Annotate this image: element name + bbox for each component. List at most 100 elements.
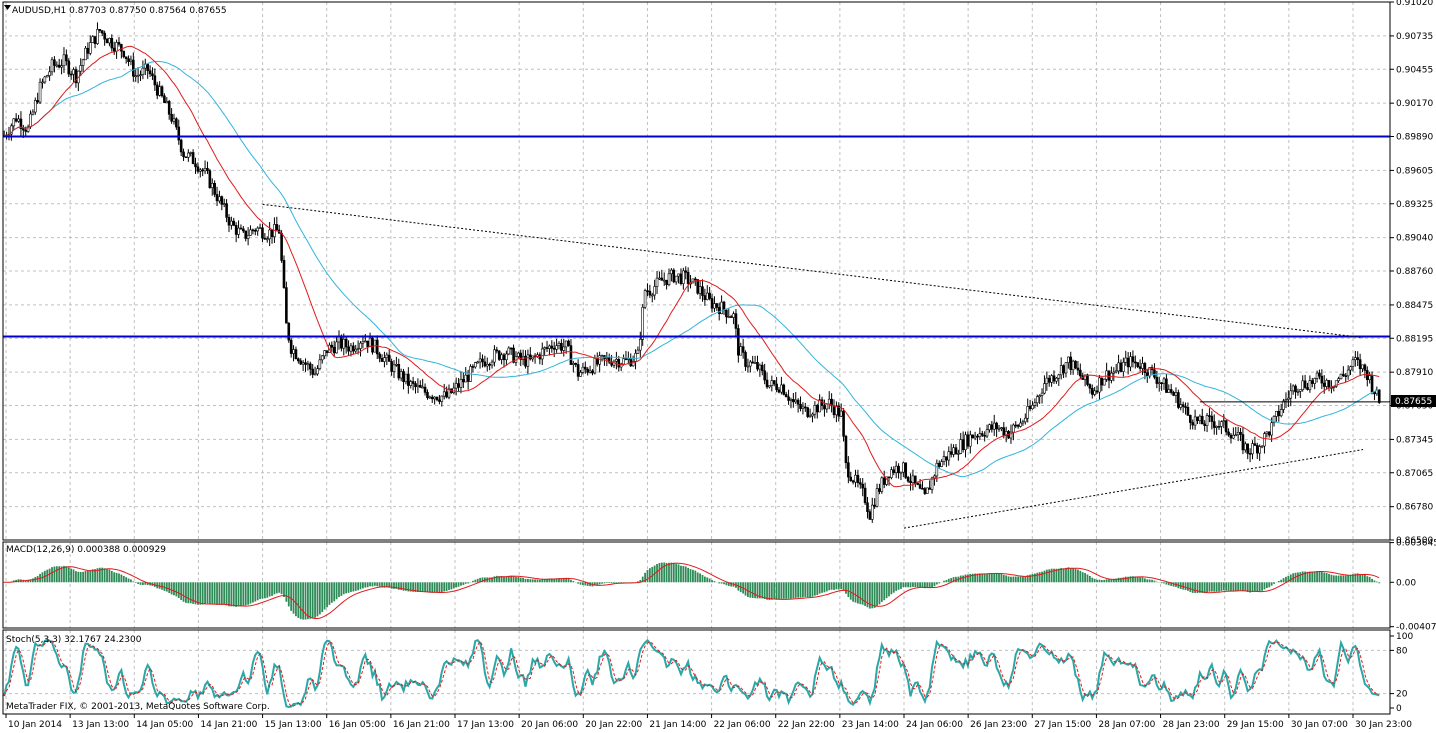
candle-body — [969, 434, 972, 447]
macd-bar — [201, 582, 204, 605]
macd-bar — [63, 565, 65, 583]
macd-bar — [1215, 582, 1218, 592]
candle-body — [170, 113, 173, 122]
candle-body — [88, 42, 92, 54]
macd-bar — [730, 582, 733, 587]
candle-body — [909, 480, 912, 484]
candle-body — [694, 278, 697, 281]
candle-body — [961, 439, 965, 451]
stoch-main-line — [3, 638, 1380, 709]
macd-bar — [986, 573, 988, 583]
candle-body — [1308, 380, 1312, 390]
time-tick-label: 26 Jan 23:00 — [970, 720, 1027, 730]
candle-body — [1031, 404, 1034, 410]
macd-bar — [1002, 574, 1005, 583]
macd-bar — [952, 577, 955, 583]
candle-body — [320, 355, 324, 361]
candle-body — [1222, 420, 1226, 423]
macd-bar — [1196, 582, 1199, 594]
candle-body — [347, 346, 350, 352]
macd-bar — [967, 574, 969, 583]
macd-bar — [1191, 582, 1194, 593]
macd-bar — [407, 582, 410, 592]
macd-bar — [613, 582, 615, 584]
candle-body — [134, 75, 138, 78]
candle-body — [1318, 372, 1321, 377]
candle-body — [380, 358, 384, 362]
candle-body — [737, 328, 740, 356]
candle-body — [163, 95, 166, 104]
macd-bar — [1170, 582, 1173, 586]
candle-body — [992, 422, 996, 430]
candle-body — [930, 477, 934, 490]
candle-body — [540, 348, 544, 360]
candle-body — [564, 340, 568, 348]
macd-bar — [768, 582, 771, 601]
candle-body — [847, 462, 850, 478]
candle-body — [569, 345, 573, 365]
macd-bar — [900, 582, 902, 589]
macd-bar — [450, 582, 453, 590]
macd-bar — [835, 582, 838, 590]
candle-body — [818, 399, 821, 413]
macd-bar — [665, 562, 668, 583]
macd-bar — [1182, 582, 1185, 590]
candle-body — [756, 362, 759, 370]
candle-body — [696, 279, 699, 294]
candle-body — [545, 347, 549, 349]
macd-bar — [1100, 580, 1103, 583]
macd-bar — [330, 582, 333, 603]
candle-body — [914, 475, 917, 484]
candle-body — [438, 399, 441, 402]
candle-body — [949, 451, 953, 455]
candle-body — [91, 36, 94, 43]
candle-body — [997, 427, 1001, 430]
candle-body — [1055, 377, 1058, 382]
time-tick-label: 28 Jan 07:00 — [1098, 720, 1155, 730]
candle-body — [1124, 357, 1128, 363]
macd-bar — [1273, 582, 1275, 584]
macd-bar — [1024, 576, 1027, 583]
price-tick-label: 0.87065 — [1396, 469, 1433, 479]
candle-body — [882, 477, 886, 485]
candle-body — [902, 462, 905, 473]
macd-bar — [199, 582, 202, 605]
macd-bar — [304, 582, 307, 620]
candle-body — [1038, 395, 1041, 398]
candle-body — [22, 128, 25, 131]
time-tick-label: 24 Jan 06:00 — [906, 720, 963, 730]
macd-bar — [1242, 582, 1244, 592]
macd-bar — [1306, 571, 1309, 583]
candle-body — [801, 406, 805, 409]
macd-bar — [668, 562, 670, 583]
macd-bar — [125, 577, 128, 583]
candle-body — [1258, 446, 1261, 454]
macd-bar — [517, 577, 520, 583]
candle-body — [352, 345, 355, 352]
macd-bar — [1225, 582, 1228, 591]
candle-body — [428, 396, 432, 399]
candle-body — [705, 292, 709, 300]
macd-bar — [584, 582, 587, 586]
candle-body — [306, 363, 310, 366]
candle-body — [957, 453, 960, 455]
macd-bar — [452, 582, 455, 589]
candle-body — [445, 391, 448, 398]
macd-bar — [873, 582, 876, 608]
candle-body — [132, 59, 135, 77]
macd-bar — [550, 578, 553, 583]
price-tick-label: 0.89605 — [1396, 166, 1433, 176]
menu-triangle-icon[interactable] — [4, 5, 11, 10]
macd-bar — [1187, 582, 1189, 591]
macd-bar — [541, 579, 544, 583]
candle-body — [1189, 414, 1192, 423]
candle-body — [1122, 362, 1125, 372]
macd-bar — [431, 582, 434, 593]
candle-body — [244, 230, 248, 239]
candle-body — [433, 396, 436, 400]
candle-body — [868, 511, 872, 520]
macd-bar — [1261, 582, 1263, 591]
candle-body — [1009, 431, 1013, 439]
candle-body — [120, 44, 123, 52]
